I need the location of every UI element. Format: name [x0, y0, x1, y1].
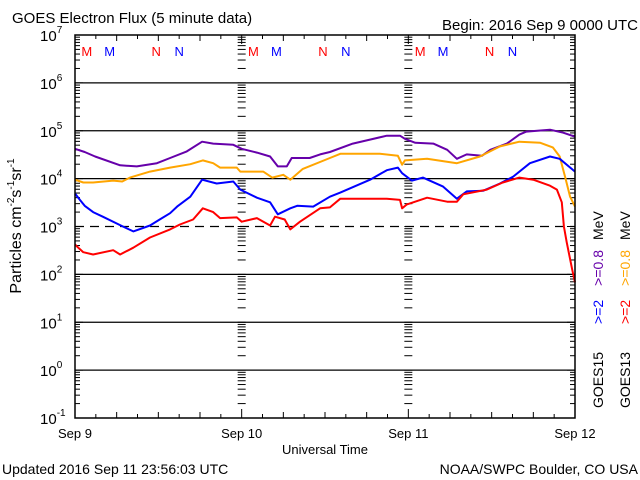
y-tick-label: 103	[40, 217, 63, 237]
y-tick-label: 105	[40, 121, 63, 141]
legend-goes15: GOES15	[590, 352, 606, 408]
y-tick-label: 104	[40, 169, 63, 189]
orbit-marker: N	[508, 44, 517, 59]
legend-col1: GOES15 >=2 >=0.8 MeV	[590, 211, 606, 408]
legend-mev-2: MeV	[617, 211, 633, 240]
orbit-marker: N	[341, 44, 350, 59]
orbit-marker: N	[485, 44, 494, 59]
series-goes15-0-8-mev	[74, 128, 576, 168]
legend-goes13-08mev: >=0.8	[617, 250, 633, 286]
plot-frame	[74, 34, 576, 419]
x-tick-label: Sep 11	[388, 426, 428, 441]
legend-goes15-2mev: >=2	[590, 300, 606, 324]
y-tick-base: 10	[40, 76, 57, 93]
series-lines	[74, 128, 576, 283]
y-tick-base: 10	[40, 124, 57, 141]
legend: GOES15 >=2 >=0.8 MeV GOES13 >=2 >=0.8 MeV	[590, 211, 633, 408]
y-tick-label: 106	[40, 73, 63, 93]
legend-col2: GOES13 >=2 >=0.8 MeV	[617, 211, 633, 408]
y-tick-exponent: 4	[57, 169, 63, 180]
legend-goes13: GOES13	[617, 352, 633, 408]
y-tick-label: 102	[40, 264, 63, 284]
y-tick-exponent: 0	[57, 360, 63, 371]
y-tick-base: 10	[40, 172, 57, 189]
x-tick-label: Sep 10	[221, 426, 262, 441]
orbit-marker: N	[174, 44, 183, 59]
series-goes13-2-mev	[74, 176, 576, 283]
y-tick-base: 10	[40, 411, 57, 428]
y-tick-label: 107	[40, 25, 63, 45]
x-axis-label: Universal Time	[282, 442, 368, 457]
y-tick-base: 10	[40, 363, 57, 380]
legend-goes13-2mev: >=2	[617, 300, 633, 324]
y-label-exp2: -1	[6, 180, 17, 189]
y-tick-base: 10	[40, 220, 57, 237]
series-goes15-2-mev	[74, 155, 576, 233]
y-label-base: Particles cm	[8, 206, 25, 293]
y-tick-exponent: 3	[57, 217, 63, 228]
y-tick-base: 10	[40, 28, 57, 45]
y-label-mid2: sr	[8, 167, 25, 181]
y-axis-label: Particles cm-2s-1sr-1	[6, 158, 25, 294]
orbit-marker: N	[152, 44, 161, 59]
chart-title: GOES Electron Flux (5 minute data)	[12, 10, 252, 27]
y-tick-exponent: 1	[57, 312, 63, 323]
orbit-marker: M	[81, 44, 92, 59]
x-tick-label: Sep 12	[554, 426, 595, 441]
orbit-marker: N	[318, 44, 327, 59]
y-label-exp3: -1	[6, 158, 17, 167]
y-tick-label: 10-1	[40, 408, 66, 428]
x-tick-labels: Sep 9 Sep 10 Sep 11 Sep 12	[58, 426, 596, 441]
y-tick-exponent: 5	[57, 121, 63, 132]
legend-mev-1: MeV	[590, 211, 606, 240]
orbit-marker: M	[248, 44, 259, 59]
grid-lines	[75, 82, 575, 371]
x-tick-label: Sep 9	[58, 426, 92, 441]
orbit-marker: M	[271, 44, 282, 59]
axis-ticks	[74, 35, 576, 419]
legend-goes15-08mev: >=0.8	[590, 250, 606, 286]
y-tick-base: 10	[40, 267, 57, 284]
y-tick-label: 100	[40, 360, 63, 380]
orbit-marker: M	[104, 44, 115, 59]
orbit-marker: M	[438, 44, 449, 59]
y-tick-exponent: 7	[57, 25, 63, 36]
y-tick-base: 10	[40, 315, 57, 332]
y-tick-exponent: 2	[57, 264, 63, 275]
data-source: NOAA/SWPC Boulder, CO USA	[440, 461, 639, 477]
y-tick-exponent: -1	[57, 408, 66, 419]
y-tick-label: 101	[40, 312, 63, 332]
series-goes13-0-8-mev	[74, 140, 576, 208]
updated-timestamp: Updated 2016 Sep 11 23:56:03 UTC	[2, 461, 228, 477]
y-label-mid: s	[8, 190, 25, 198]
y-label-exp1: -2	[6, 197, 17, 206]
orbit-marker: M	[415, 44, 426, 59]
begin-time: Begin: 2016 Sep 9 0000 UTC	[442, 17, 638, 34]
y-tick-exponent: 6	[57, 73, 63, 84]
